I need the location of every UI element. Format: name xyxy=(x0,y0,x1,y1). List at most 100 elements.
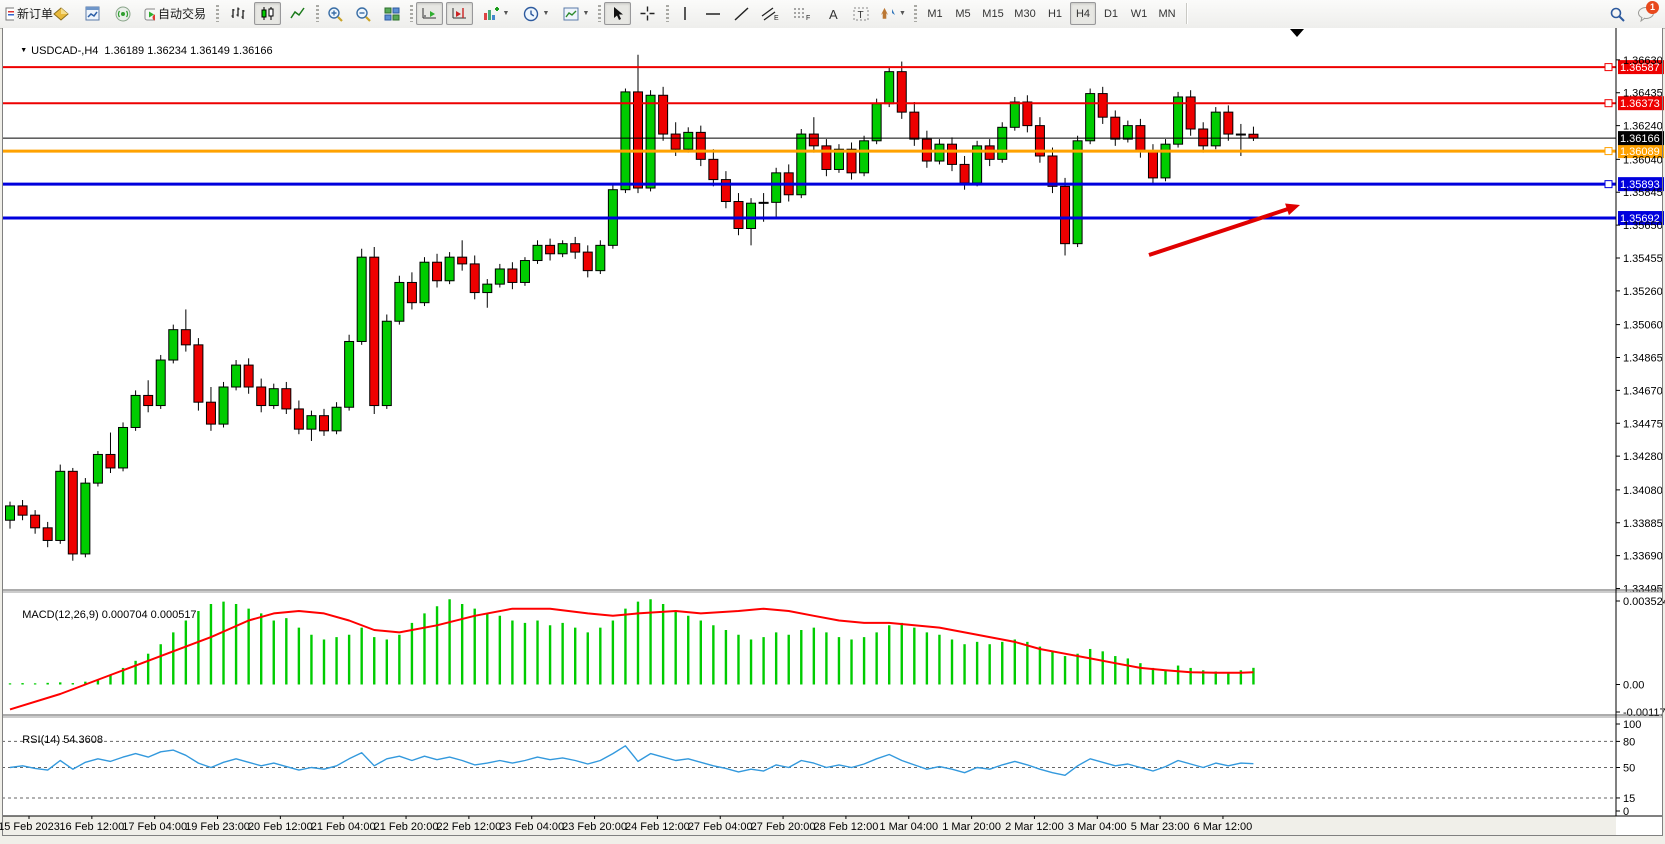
annotation-arrow-line[interactable] xyxy=(1148,206,1292,257)
macd-signal-line xyxy=(9,607,1254,711)
candle-down xyxy=(1022,101,1033,127)
broadcast-button[interactable] xyxy=(110,2,136,25)
candle-down xyxy=(256,386,267,407)
candle-down xyxy=(708,158,719,181)
macd-tick-label: 0.00 xyxy=(1623,680,1644,692)
chart-canvas[interactable]: 1.36587 1.36373 1.36089 1.35893 1.35692 1.361… xyxy=(0,28,1665,844)
trendline-button[interactable] xyxy=(728,2,754,25)
tab-timeframe-m15[interactable]: M15 xyxy=(982,7,1004,20)
candle-down xyxy=(293,408,304,430)
candle-down xyxy=(319,415,329,432)
candle-chart-button[interactable] xyxy=(254,2,281,25)
chart-window-border xyxy=(2,28,1663,836)
tile-windows-button[interactable] xyxy=(378,2,405,25)
price-tick-label: 1.34670 xyxy=(1623,385,1663,397)
rsi-tick-label: 0 xyxy=(1623,806,1629,818)
zoom-out-button[interactable] xyxy=(350,2,377,25)
candle-up xyxy=(55,470,66,541)
chevron-down-icon: ▼ xyxy=(582,10,590,17)
candle-up xyxy=(130,394,141,428)
tab-timeframe-w1[interactable]: W1 xyxy=(1130,7,1148,20)
cursor-icon xyxy=(613,7,623,20)
candle-down xyxy=(507,268,518,283)
horizontal-line-icon xyxy=(706,13,720,15)
fibonacci-button[interactable]: F xyxy=(788,2,816,25)
tab-timeframe-m30[interactable]: M30 xyxy=(1014,7,1036,20)
crosshair-button[interactable] xyxy=(634,2,661,25)
vertical-line-button[interactable] xyxy=(672,2,698,25)
candle-down xyxy=(658,94,669,135)
candle-up xyxy=(268,388,279,407)
candle-up xyxy=(519,260,530,283)
line-handle[interactable] xyxy=(1604,99,1613,108)
gold-button[interactable] xyxy=(48,2,74,25)
svg-text:E: E xyxy=(774,15,779,21)
zoom-in-button[interactable] xyxy=(322,2,349,25)
candle-down xyxy=(720,179,731,203)
line-handle[interactable] xyxy=(1604,147,1613,156)
broadcast-icon xyxy=(115,6,131,21)
candle-up xyxy=(494,268,505,285)
chart-shift-button[interactable] xyxy=(446,2,473,25)
candle-up xyxy=(532,244,543,262)
candle-up xyxy=(444,256,455,282)
time-label: 1 Mar 04:00 xyxy=(879,821,938,833)
time-label: 3 Mar 04:00 xyxy=(1068,821,1127,833)
chevron-down-icon: ▼ xyxy=(899,10,906,17)
candle-down xyxy=(959,163,970,184)
time-label: 1 Mar 20:00 xyxy=(942,821,1001,833)
candle-up xyxy=(997,126,1008,160)
candle-down xyxy=(1235,133,1246,136)
ohlc-low: 1.36149 xyxy=(190,45,230,57)
candle-down xyxy=(205,401,216,425)
channel-button[interactable]: E xyxy=(756,2,784,25)
price-tick-label: 1.34080 xyxy=(1623,485,1663,497)
candle-up xyxy=(758,201,769,204)
candle-up xyxy=(1072,140,1083,245)
templates-button[interactable]: ▼ xyxy=(558,2,594,25)
toolbar-separator xyxy=(1186,3,1188,24)
line-handle[interactable] xyxy=(1604,63,1613,72)
tab-timeframe-mn[interactable]: MN xyxy=(1158,7,1176,20)
horizontal-line-button[interactable] xyxy=(700,2,726,25)
tab-timeframe-m1[interactable]: M1 xyxy=(927,7,943,20)
search-button[interactable] xyxy=(1604,2,1630,25)
tab-timeframe-h1[interactable]: H1 xyxy=(1047,7,1063,20)
price-tick-label: 1.34475 xyxy=(1623,418,1663,430)
candle-down xyxy=(67,470,78,555)
tab-timeframe-d1[interactable]: D1 xyxy=(1103,7,1119,20)
chart-window-button[interactable] xyxy=(80,2,106,25)
svg-text:T: T xyxy=(858,10,864,21)
cursor-button[interactable] xyxy=(604,2,631,25)
text-label-icon: T xyxy=(853,7,869,21)
candle-up xyxy=(331,406,342,432)
bar-chart-button[interactable] xyxy=(224,2,251,25)
text-label-button[interactable]: T xyxy=(848,2,874,25)
candle-down xyxy=(469,263,480,294)
toolbar: 新订单 自动交易 xyxy=(0,0,1665,29)
line-chart-button[interactable] xyxy=(284,2,311,25)
auto-scroll-button[interactable] xyxy=(416,2,443,25)
auto-trading-button[interactable]: 自动交易 xyxy=(140,2,210,25)
line-handle[interactable] xyxy=(1604,180,1613,189)
candle-up xyxy=(595,244,606,272)
axis-background xyxy=(1616,28,1663,836)
arrows-button[interactable]: ▼ xyxy=(876,2,910,25)
candle-down xyxy=(143,394,154,407)
rsi-line xyxy=(9,745,1254,776)
tab-timeframe-h4[interactable]: H4 xyxy=(1070,2,1096,25)
candle-up xyxy=(231,364,242,388)
time-label: 21 Feb 04:00 xyxy=(311,821,376,833)
periods-button[interactable]: ▼ xyxy=(518,2,554,25)
toolbar-grip xyxy=(914,5,917,22)
candle-down xyxy=(30,514,41,529)
candle-down xyxy=(17,505,28,516)
tab-timeframe-m5[interactable]: M5 xyxy=(955,7,971,20)
ohlc-open: 1.36189 xyxy=(104,45,145,57)
annotation-arrow-head[interactable] xyxy=(1285,203,1300,216)
trendline-icon xyxy=(733,6,749,21)
new-order-button[interactable]: 新订单 xyxy=(1,2,57,25)
candle-down xyxy=(1110,116,1121,140)
indicators-button[interactable]: ▼ xyxy=(478,2,514,25)
text-button[interactable]: A xyxy=(820,2,846,25)
